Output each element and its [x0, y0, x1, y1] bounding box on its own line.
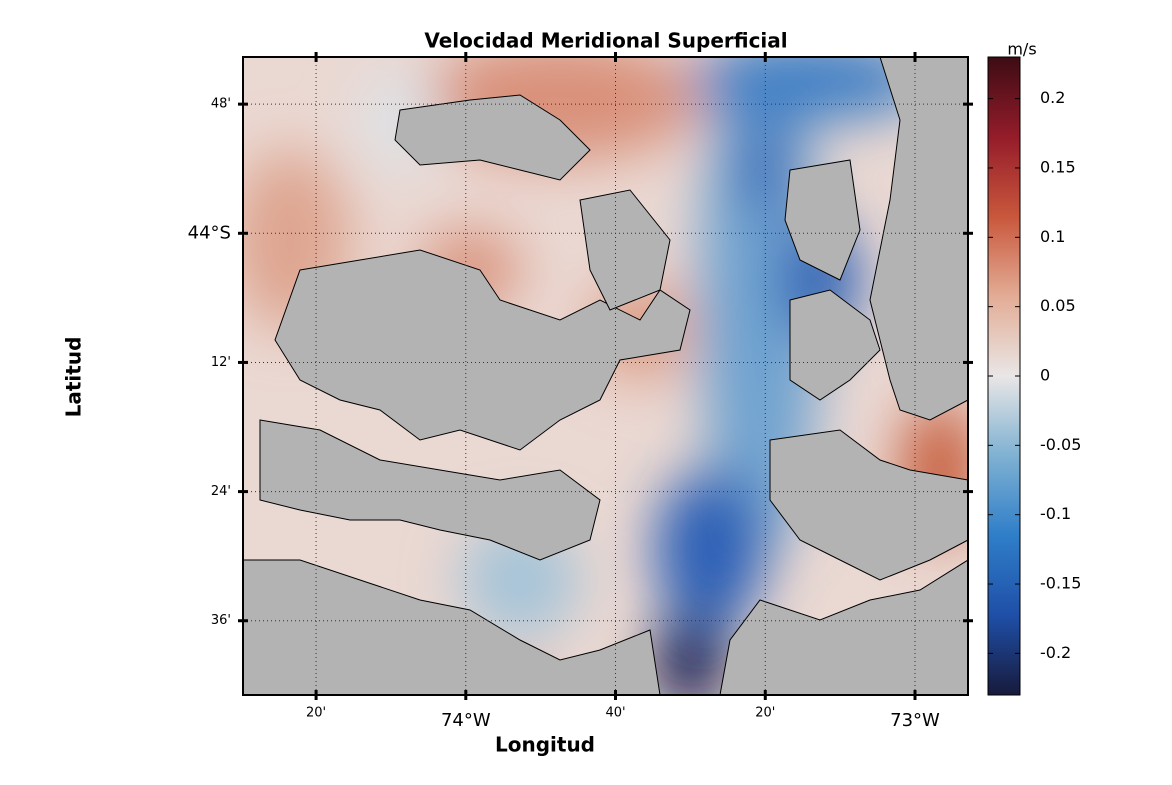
- velocity-field: [243, 57, 968, 695]
- colorbar-tick-label: 0.2: [1040, 88, 1065, 107]
- y-tick-label: 44°S: [188, 222, 231, 243]
- x-tick-label: 20': [755, 706, 775, 721]
- colorbar-frame: [987, 56, 1021, 696]
- x-axis-label: Longitud: [495, 733, 595, 757]
- chart-title: Velocidad Meridional Superficial: [424, 29, 787, 53]
- x-tick-label: 40': [605, 706, 625, 721]
- x-tick-label: 73°W: [890, 710, 940, 731]
- colorbar-unit: m/s: [1007, 40, 1036, 59]
- map-frame: [242, 56, 969, 696]
- colorbar-tick-label: 0.15: [1040, 157, 1076, 176]
- x-tick-label: 74°W: [441, 710, 491, 731]
- y-tick-label: 24': [211, 484, 231, 499]
- y-tick-label: 36': [211, 613, 231, 628]
- colorbar-tick-label: -0.2: [1040, 643, 1071, 662]
- colorbar: [988, 57, 1020, 695]
- y-tick-label: 48': [211, 97, 231, 112]
- y-tick-label: 12': [211, 355, 231, 370]
- colorbar-tick-label: -0.05: [1040, 435, 1081, 454]
- colorbar-tick-label: -0.15: [1040, 574, 1081, 593]
- colorbar-tick-label: 0.1: [1040, 227, 1065, 246]
- colorbar-tick-label: -0.1: [1040, 504, 1071, 523]
- colorbar-tick-label: 0: [1040, 366, 1050, 385]
- x-tick-label: 20': [306, 706, 326, 721]
- y-axis-label: Latitud: [62, 337, 86, 418]
- colorbar-tick-label: 0.05: [1040, 296, 1076, 315]
